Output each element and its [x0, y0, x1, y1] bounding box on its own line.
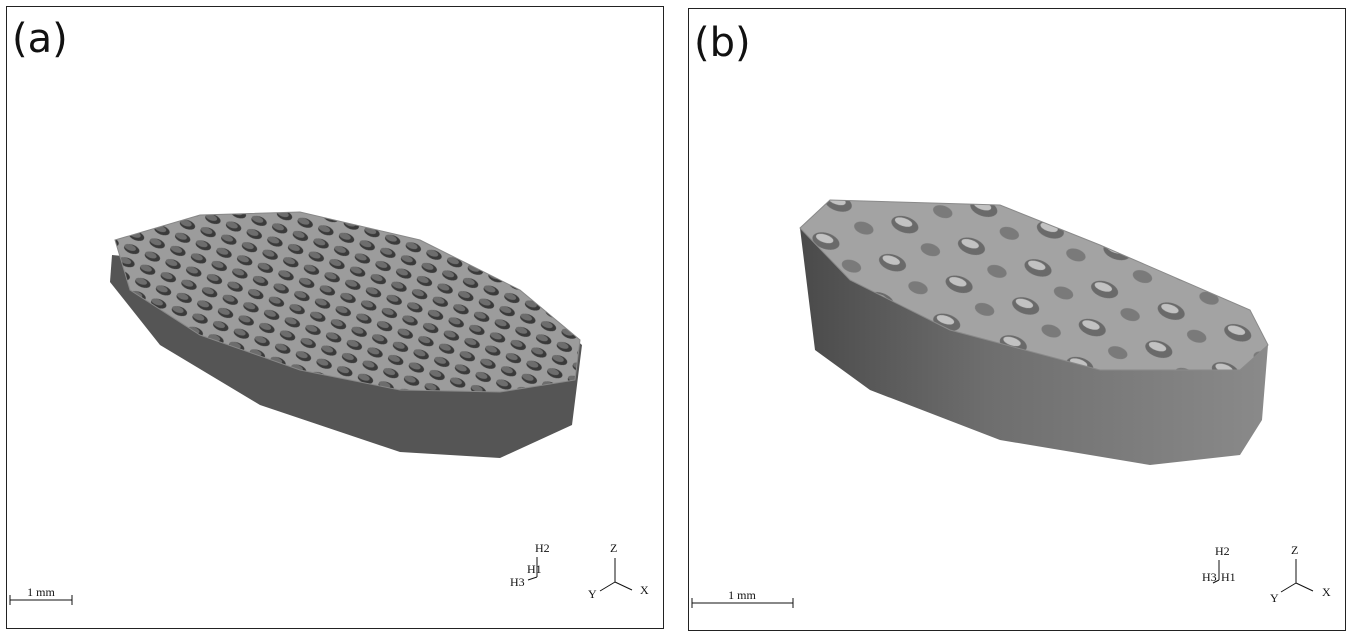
panel-label: (b): [694, 20, 751, 66]
triad-label: H3: [510, 575, 525, 589]
axis-label: X: [640, 583, 649, 597]
triad-label: H2: [535, 541, 550, 555]
axis-label: Y: [1270, 591, 1279, 605]
panel-a: (a) 1 mm H2 H1 H3 Z Y X: [7, 7, 664, 629]
panel-label: (a): [12, 16, 68, 62]
axis-label: Z: [1291, 543, 1298, 557]
triad-label: H1: [527, 562, 542, 576]
axis-label: Z: [610, 541, 617, 555]
figure: (a) 1 mm H2 H1 H3 Z Y X (b) 1 mm H2 H3 H…: [0, 0, 1347, 631]
triad-label: H2: [1215, 544, 1230, 558]
scale-label: 1 mm: [27, 585, 55, 599]
panel-b: (b) 1 mm H2 H3 H1 Z Y X: [689, 9, 1346, 631]
axis-label: X: [1322, 585, 1331, 599]
triad-label: H3: [1202, 570, 1217, 584]
axis-label: Y: [588, 587, 597, 601]
triad-label: H1: [1221, 570, 1236, 584]
scale-label: 1 mm: [728, 588, 756, 602]
